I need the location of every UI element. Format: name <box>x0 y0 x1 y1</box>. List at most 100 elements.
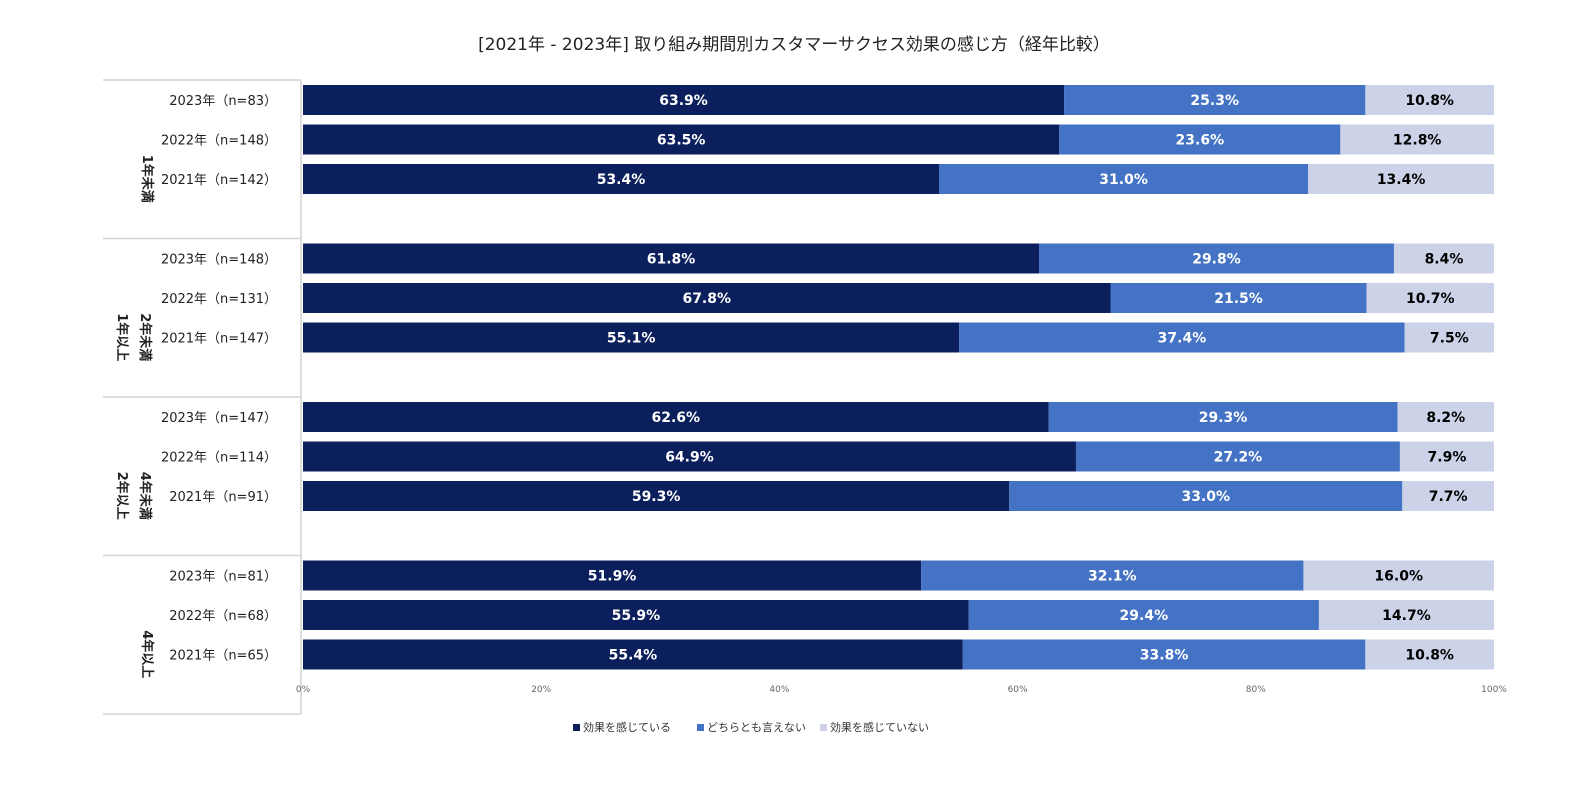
bar-value-label: 32.1% <box>1088 569 1137 585</box>
bar-value-label: 10.8% <box>1405 648 1454 664</box>
bar-value-label: 53.4% <box>597 172 646 188</box>
bar-value-label: 51.9% <box>588 569 637 585</box>
x-tick-label: 80% <box>1246 685 1266 695</box>
chart-frame <box>103 79 302 715</box>
legend-swatch <box>820 724 827 731</box>
bar-segment <box>1340 124 1494 155</box>
bar-segment <box>1110 283 1367 313</box>
x-tick-label: 100% <box>1481 685 1507 695</box>
bar-segment <box>303 322 960 353</box>
bar-value-label: 29.8% <box>1192 252 1241 268</box>
group-label: 1年未満 <box>139 155 155 203</box>
bar-value-label: 8.2% <box>1426 410 1465 426</box>
row-label: 2022年（n=131） <box>161 292 277 307</box>
bar-value-label: 55.1% <box>607 331 656 347</box>
bar-segment <box>303 441 1076 472</box>
bar-segment <box>1303 560 1494 591</box>
bar-value-label: 7.5% <box>1430 331 1469 347</box>
bar-segment <box>1059 124 1341 155</box>
bar-segment <box>1366 283 1494 313</box>
bar-segment <box>303 85 1065 115</box>
chart-title: [2021年 - 2023年] 取り組み期間別カスタマーサクセス効果の感じ方（経… <box>478 35 1110 55</box>
x-tick-label: 60% <box>1008 685 1028 695</box>
bar-segment <box>938 164 1309 194</box>
bar-segment <box>303 481 1010 511</box>
bar-value-label: 55.9% <box>612 608 661 624</box>
bar-segment <box>303 243 1040 274</box>
bar-segment <box>303 283 1111 313</box>
bar-value-label: 33.0% <box>1181 489 1230 505</box>
bar-segment <box>921 560 1304 591</box>
group-label: 4年以上 <box>139 630 155 678</box>
bar-value-label: 10.7% <box>1406 291 1455 307</box>
row-label: 2023年（n=83） <box>169 94 277 109</box>
legend-label: 効果を感じていない <box>830 720 929 734</box>
row-label: 2023年（n=81） <box>169 570 277 585</box>
bar-segment <box>1399 441 1494 472</box>
bar-segment <box>1048 402 1398 432</box>
group-label: 1年以上 <box>114 313 130 361</box>
legend-swatch <box>697 724 704 731</box>
bar-value-label: 23.6% <box>1176 133 1225 149</box>
row-label: 2021年（n=91） <box>169 490 277 505</box>
row-label: 2023年（n=147） <box>161 411 277 426</box>
bar-value-label: 25.3% <box>1190 93 1239 109</box>
bar-segment <box>1009 481 1403 511</box>
bar-value-label: 61.8% <box>647 252 696 268</box>
bar-segment <box>1397 402 1494 432</box>
bar-segment <box>303 639 963 670</box>
bar-value-label: 31.0% <box>1099 172 1148 188</box>
bar-segment <box>1402 481 1494 511</box>
row-label: 2021年（n=65） <box>169 649 277 664</box>
bar-value-label: 10.8% <box>1405 93 1454 109</box>
row-label: 2022年（n=68） <box>169 609 277 624</box>
bar-segment <box>303 560 922 591</box>
bar-value-label: 55.4% <box>609 648 658 664</box>
bar-segment <box>1039 243 1394 274</box>
bar-value-label: 29.4% <box>1120 608 1169 624</box>
bar-segment <box>1404 322 1494 353</box>
bar-segment <box>1064 85 1366 115</box>
bar-value-label: 7.9% <box>1428 450 1467 466</box>
bar-value-label: 12.8% <box>1393 133 1442 149</box>
group-label: 4年未満 <box>137 472 153 520</box>
bar-segment <box>303 124 1060 155</box>
bar-value-label: 14.7% <box>1382 608 1431 624</box>
labels-layer: 1年未満 2023年（n=83） 63.9% 25.3% 10.8% 2022年（n=14… <box>114 93 1469 678</box>
bar-value-label: 63.9% <box>659 93 708 109</box>
row-label: 2022年（n=114） <box>161 451 277 466</box>
row-label: 2021年（n=147） <box>161 332 277 347</box>
bar-value-label: 63.5% <box>657 133 706 149</box>
bar-value-label: 59.3% <box>632 489 681 505</box>
bar-segment <box>968 600 1319 630</box>
bar-segment <box>303 402 1049 432</box>
bar-segment <box>1075 441 1400 472</box>
bar-value-label: 62.6% <box>651 410 700 426</box>
bar-segment <box>303 600 969 630</box>
x-tick-label: 40% <box>769 685 789 695</box>
legend-swatch <box>573 724 580 731</box>
group-label: 2年以上 <box>114 472 130 520</box>
bars-layer <box>303 85 1494 670</box>
bar-segment <box>1308 164 1494 194</box>
bar-value-label: 33.8% <box>1140 648 1189 664</box>
bar-value-label: 37.4% <box>1158 331 1207 347</box>
bar-segment <box>1318 600 1494 630</box>
bar-value-label: 67.8% <box>682 291 731 307</box>
bar-value-label: 16.0% <box>1374 569 1423 585</box>
legend: 効果を感じている どちらとも言えない 効果を感じていない <box>573 720 929 734</box>
bar-segment <box>1365 639 1494 670</box>
bar-value-label: 7.7% <box>1429 489 1468 505</box>
bar-segment <box>1365 85 1494 115</box>
bar-segment <box>959 322 1405 353</box>
x-tick-label: 0% <box>296 685 311 695</box>
bar-value-label: 21.5% <box>1214 291 1263 307</box>
bar-value-label: 8.4% <box>1425 252 1464 268</box>
row-label: 2021年（n=142） <box>161 173 277 188</box>
group-label: 2年未満 <box>137 313 153 361</box>
x-tick-label: 20% <box>531 685 551 695</box>
bar-value-label: 29.3% <box>1199 410 1248 426</box>
bar-segment <box>962 639 1366 670</box>
